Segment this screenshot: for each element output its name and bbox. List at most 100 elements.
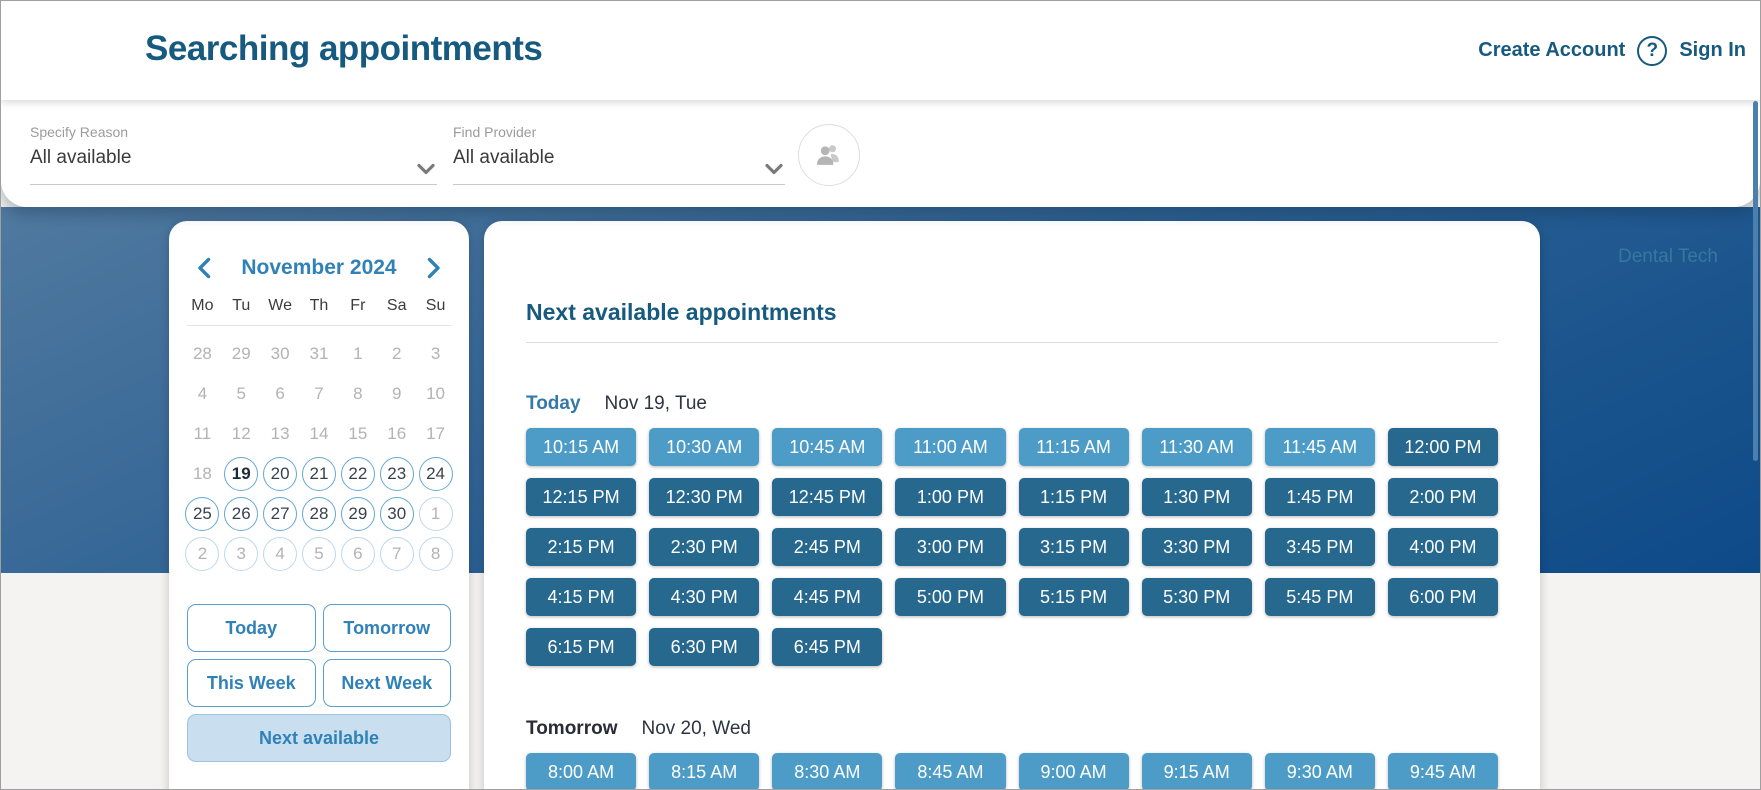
time-slot-button[interactable]: 8:45 AM [895,753,1006,789]
time-slot-button[interactable]: 5:00 PM [895,578,1006,616]
day-header: Su [425,297,446,314]
time-slot-button[interactable]: 3:30 PM [1141,528,1252,566]
create-account-link[interactable]: Create Account [1478,39,1626,61]
time-slot-button[interactable]: 5:30 PM [1141,578,1252,616]
find-provider-select[interactable]: Find Provider All available [453,124,785,185]
calendar-day[interactable]: 6 [338,534,377,574]
calendar-day[interactable]: 27 [261,494,300,534]
time-slot-button[interactable]: 1:45 PM [1264,478,1375,516]
calendar-day-number: 6 [275,384,285,403]
time-slot-button[interactable]: 6:30 PM [649,628,760,666]
calendar-day[interactable]: 23 [377,454,416,494]
calendar-day[interactable]: 1 [416,494,455,534]
time-slot-button[interactable]: 4:45 PM [772,578,883,616]
calendar-day[interactable]: 29 [338,494,377,534]
time-slot-button[interactable]: 8:00 AM [526,753,637,789]
calendar-day: 30 [261,334,300,374]
time-slot-button[interactable]: 2:45 PM [772,528,883,566]
time-slot-button[interactable]: 1:00 PM [895,478,1006,516]
providers-button[interactable] [798,124,860,186]
calendar-day-number: 7 [379,537,414,571]
time-slot-button[interactable]: 10:15 AM [526,428,637,466]
day-header-row: Today Nov 19, Tue [526,393,1498,415]
calendar-day: 18 [183,454,222,494]
time-slot-button[interactable]: 2:15 PM [526,528,637,566]
calendar-day[interactable]: 21 [300,454,339,494]
day-header: Sa [386,297,407,314]
day-header: Mo [191,297,214,314]
next-month-button[interactable] [425,255,443,281]
time-slot-button[interactable]: 12:45 PM [772,478,883,516]
time-slot-button[interactable]: 11:30 AM [1141,428,1252,466]
calendar-day[interactable]: 24 [416,454,455,494]
calendar-nav: November 2024 [183,255,455,281]
quick-filter-next-week-button[interactable]: Next Week [322,659,451,707]
time-slot-button[interactable]: 8:15 AM [649,753,760,789]
day-header: Tu [232,297,251,314]
time-slot-button[interactable]: 3:15 PM [1018,528,1129,566]
calendar-day[interactable]: 5 [300,534,339,574]
time-slot-button[interactable]: 4:15 PM [526,578,637,616]
time-slot-button[interactable]: 1:30 PM [1141,478,1252,516]
calendar-day[interactable]: 8 [416,534,455,574]
time-slot-button[interactable]: 3:00 PM [895,528,1006,566]
time-slot-button[interactable]: 1:15 PM [1018,478,1129,516]
calendar-day[interactable]: 22 [338,454,377,494]
time-slot-button[interactable]: 2:00 PM [1387,478,1498,516]
time-slot-button[interactable]: 6:45 PM [772,628,883,666]
calendar-day[interactable]: 19 [222,454,261,494]
calendar-day-number: 27 [263,497,298,531]
scrollbar-thumb[interactable] [1753,101,1758,461]
time-slot-button[interactable]: 9:00 AM [1018,753,1129,789]
time-slot-button[interactable]: 10:30 AM [649,428,760,466]
calendar-day[interactable]: 30 [377,494,416,534]
time-slot-button[interactable]: 12:00 PM [1387,428,1498,466]
help-icon[interactable]: ? [1637,35,1668,66]
time-slot-button[interactable]: 12:30 PM [649,478,760,516]
calendar-month-title: November 2024 [241,256,397,279]
sign-in-link[interactable]: Sign In [1679,39,1746,61]
time-slot-button[interactable]: 5:45 PM [1264,578,1375,616]
time-slot-button[interactable]: 8:30 AM [772,753,883,789]
time-slot-button[interactable]: 6:00 PM [1387,578,1498,616]
time-slot-button[interactable]: 9:15 AM [1141,753,1252,789]
prev-month-button[interactable] [195,255,213,281]
quick-filter-tomorrow-button[interactable]: Tomorrow [322,604,451,652]
calendar-day-number: 15 [348,424,368,443]
calendar-day[interactable]: 4 [261,534,300,574]
calendar-day-number: 1 [418,497,453,531]
calendar-day: 15 [338,414,377,454]
calendar-day[interactable]: 20 [261,454,300,494]
calendar-day-number: 7 [314,384,324,403]
time-slot-button[interactable]: 6:15 PM [526,628,637,666]
time-slot-button[interactable]: 4:30 PM [649,578,760,616]
time-slot-button[interactable]: 11:15 AM [1018,428,1129,466]
quick-filter-this-week-button[interactable]: This Week [187,659,316,707]
calendar-day[interactable]: 28 [300,494,339,534]
day-header: We [268,297,292,314]
calendar-day[interactable]: 3 [222,534,261,574]
time-slot-button[interactable]: 9:45 AM [1387,753,1498,789]
calendar-day[interactable]: 25 [183,494,222,534]
time-slot-button[interactable]: 11:00 AM [895,428,1006,466]
time-slot-button[interactable]: 9:30 AM [1264,753,1375,789]
calendar-day[interactable]: 2 [183,534,222,574]
quick-filter-today-button[interactable]: Today [187,604,316,652]
time-slot-button[interactable]: 3:45 PM [1264,528,1375,566]
calendar-day[interactable]: 7 [377,534,416,574]
specify-reason-value: All available [30,147,132,168]
specify-reason-select[interactable]: Specify Reason All available [30,124,437,185]
time-slot-button[interactable]: 12:15 PM [526,478,637,516]
time-slot-button[interactable]: 4:00 PM [1387,528,1498,566]
header: Searching appointments Create Account ? … [1,1,1760,100]
time-slot-button[interactable]: 5:15 PM [1018,578,1129,616]
appointment-days: Today Nov 19, Tue 10:15 AM 10:30 AM 10:45 AM… [526,393,1498,789]
calendar-day-number: 30 [379,497,414,531]
calendar-day-number: 21 [301,457,336,491]
calendar-day[interactable]: 26 [222,494,261,534]
time-slot-button[interactable]: 11:45 AM [1264,428,1375,466]
quick-filter-next-available-button[interactable]: Next available [187,714,451,762]
time-slot-button[interactable]: 2:30 PM [649,528,760,566]
time-slot-button[interactable]: 10:45 AM [772,428,883,466]
appointment-day-section: Tomorrow Nov 20, Wed 8:00 AM 8:15 AM 8:30 AM… [526,718,1498,789]
